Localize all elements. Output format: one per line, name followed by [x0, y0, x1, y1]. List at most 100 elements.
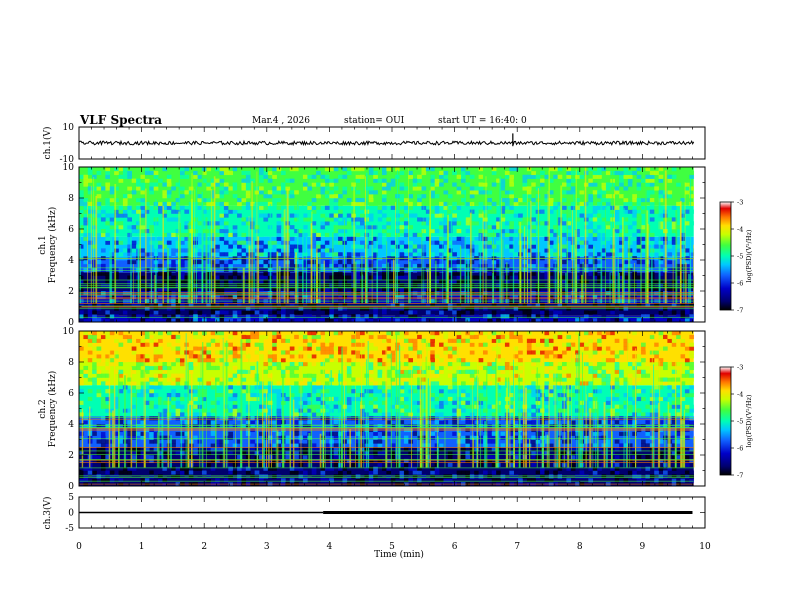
- spectrogram-cell: [175, 334, 181, 340]
- spectrogram-cell: [658, 271, 664, 276]
- sferic-streak: [560, 185, 563, 304]
- spectrogram-cell: [100, 248, 106, 253]
- spectrogram-cell: [641, 225, 646, 230]
- spectrogram-cell: [263, 213, 269, 218]
- spectrogram-cell: [206, 182, 212, 187]
- spectrogram-cell: [83, 400, 89, 405]
- spectrogram-cell: [368, 458, 374, 464]
- spectrogram-cell: [79, 190, 84, 195]
- spectrogram-cell: [197, 287, 203, 292]
- spectrogram-cell: [263, 424, 269, 429]
- spectrogram-cell: [193, 389, 198, 394]
- spectrogram-cell: [250, 474, 255, 479]
- spectrogram-cell: [140, 275, 146, 280]
- spectrogram-cell: [487, 287, 493, 292]
- spectrogram-cell: [403, 478, 409, 483]
- spectrogram-cell: [245, 205, 251, 210]
- spectrogram-cell: [408, 314, 414, 319]
- spectrogram-cell: [285, 458, 291, 464]
- spectrogram-cell: [105, 474, 111, 479]
- spectrogram-cell: [285, 314, 291, 319]
- spectrogram-cell: [487, 318, 493, 323]
- spectrogram-cell: [368, 455, 374, 460]
- spectrogram-cell: [197, 252, 203, 257]
- spectrogram-cell: [193, 170, 198, 176]
- spectrogram-cell: [355, 260, 361, 265]
- spectrogram-cell: [302, 381, 308, 386]
- spectrogram-cell: [395, 377, 400, 382]
- spectrogram-cell: [237, 170, 242, 176]
- spectrogram-cell: [122, 466, 128, 471]
- spectrogram-cell: [158, 271, 163, 276]
- spectrogram-cell: [509, 244, 514, 249]
- spectrogram-cell: [333, 435, 339, 440]
- spectrogram-cell: [193, 318, 198, 323]
- spectrogram-cell: [166, 205, 172, 210]
- spectrogram-cell: [201, 358, 207, 363]
- spectrogram-cell: [408, 252, 414, 257]
- spectrogram-cell: [368, 338, 374, 343]
- spectrogram-cell: [623, 318, 629, 323]
- spectrogram-cell: [311, 201, 317, 207]
- spectrogram-cell: [544, 174, 550, 179]
- spectrogram-cell: [667, 294, 673, 300]
- sferic-streak: [683, 204, 684, 304]
- spectrogram-cell: [245, 338, 251, 343]
- spectrogram-cell: [289, 373, 295, 378]
- spectrogram-cell: [324, 331, 330, 336]
- spectrogram-cell: [360, 362, 365, 367]
- spectrogram-cell: [403, 451, 409, 456]
- spectrogram-cell: [83, 232, 89, 238]
- spectrogram-cell: [223, 240, 229, 245]
- spectrogram-cell: [92, 178, 97, 183]
- sferic-streak: [548, 170, 551, 304]
- spectrogram-cell: [83, 396, 89, 402]
- spectrogram-cell: [206, 240, 212, 245]
- spectrogram-cell: [302, 358, 308, 363]
- spectrogram-cell: [526, 232, 532, 238]
- spectrogram-cell: [193, 358, 198, 363]
- narrowband-line: [79, 308, 694, 310]
- spectrogram-cell: [316, 447, 321, 452]
- spectrogram-cell: [237, 369, 242, 374]
- spectrogram-cell: [184, 396, 190, 402]
- spectrogram-cell: [100, 451, 106, 456]
- spectrogram-cell: [373, 404, 378, 409]
- spectrogram-cell: [592, 178, 598, 183]
- spectrogram-cell: [390, 373, 396, 378]
- spectrogram-cell: [193, 373, 198, 378]
- spectrogram-cell: [228, 416, 233, 421]
- sferic-streak: [675, 210, 678, 304]
- spectrogram-cell: [579, 174, 585, 179]
- spectrogram-cell: [439, 182, 444, 187]
- spectrogram-cell: [219, 334, 225, 340]
- spectrogram-cell: [434, 205, 440, 210]
- spectrogram-cell: [548, 294, 554, 300]
- spectrogram-cell: [232, 252, 238, 257]
- sferic-streak: [314, 252, 316, 304]
- spectrogram-cell: [158, 252, 163, 257]
- spectrogram-cell: [316, 365, 321, 371]
- spectrogram-cell: [254, 331, 260, 336]
- spectrogram-cell: [223, 182, 229, 187]
- spectrogram-cell: [386, 225, 392, 230]
- spectrogram-cell: [175, 416, 181, 421]
- spectrogram-cell: [223, 331, 229, 336]
- spectrogram-cell: [324, 194, 330, 199]
- spectrogram-cell: [127, 331, 132, 336]
- spectrogram-cell: [210, 260, 216, 265]
- spectrogram-cell: [417, 279, 422, 284]
- spectrogram-cell: [114, 186, 119, 191]
- spectrogram-cell: [333, 331, 339, 336]
- spectrogram-cell: [79, 302, 84, 307]
- spectrogram-cell: [197, 424, 203, 429]
- spectrogram-cell: [127, 420, 132, 425]
- spectrogram-cell: [83, 252, 89, 257]
- spectrogram-cell: [140, 318, 146, 323]
- sferic-streak: [365, 176, 366, 304]
- spectrogram-cell: [140, 478, 146, 483]
- spectrogram-cell: [153, 342, 159, 347]
- spectrogram-cell: [316, 240, 321, 245]
- spectrogram-cell: [346, 381, 352, 386]
- spectrogram-cell: [562, 182, 567, 187]
